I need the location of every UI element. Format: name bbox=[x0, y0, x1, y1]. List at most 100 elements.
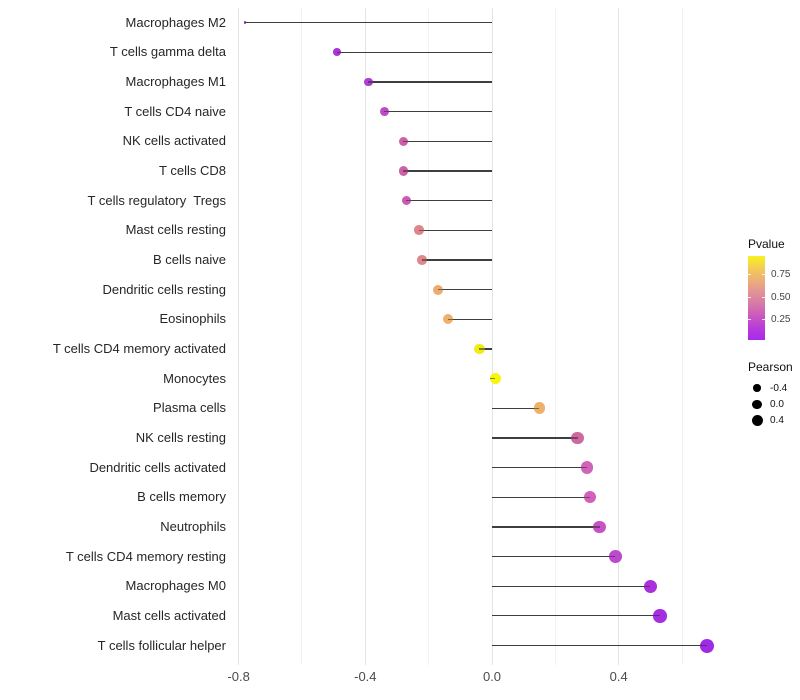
gridline-minor bbox=[681, 8, 683, 665]
data-point bbox=[583, 491, 597, 504]
data-point bbox=[243, 21, 247, 25]
data-point bbox=[401, 195, 412, 206]
y-axis-label: Mast cells resting bbox=[125, 222, 226, 238]
stem-line bbox=[406, 200, 492, 202]
stem-through-dot bbox=[571, 437, 578, 439]
stem-line bbox=[368, 81, 492, 83]
data-point bbox=[571, 431, 584, 445]
pvalue-tick-label: 0.50 bbox=[771, 291, 791, 303]
data-point bbox=[398, 166, 408, 176]
x-axis-tick-label: 0.0 bbox=[482, 669, 502, 684]
x-axis-tick-label: 0.4 bbox=[609, 669, 628, 684]
colorbar-tick bbox=[762, 319, 765, 320]
pvalue-tick-label: 0.25 bbox=[771, 314, 791, 325]
y-axis-label: B cells memory bbox=[137, 489, 226, 505]
x-axis-tick-label: -0.4 bbox=[354, 669, 377, 684]
data-point bbox=[473, 343, 485, 355]
data-point bbox=[580, 461, 594, 474]
stem-line bbox=[422, 259, 492, 261]
pvalue-colorbar bbox=[748, 256, 765, 340]
y-axis-label: NK cells resting bbox=[135, 429, 226, 445]
data-point bbox=[653, 609, 667, 623]
stem-through-dot bbox=[336, 51, 341, 53]
stem-through-dot bbox=[583, 496, 591, 498]
y-axis-label: Mast cells activated bbox=[112, 607, 226, 623]
stem-line bbox=[492, 467, 587, 469]
data-point bbox=[442, 314, 453, 325]
stem-through-dot bbox=[422, 259, 428, 261]
colorbar-tick bbox=[748, 274, 751, 275]
pearson-size-dot bbox=[752, 399, 762, 410]
stem-through-dot bbox=[700, 644, 708, 647]
stem-through-dot bbox=[438, 289, 444, 291]
stem-line bbox=[403, 140, 492, 142]
colorbar-tick bbox=[762, 296, 765, 298]
stem-line bbox=[492, 615, 660, 617]
y-axis-label: Neutrophils bbox=[160, 518, 226, 534]
y-axis-label: Eosinophils bbox=[159, 311, 227, 327]
stem-line bbox=[492, 496, 591, 498]
stem-line bbox=[419, 229, 492, 231]
stem-line bbox=[479, 348, 492, 350]
stem-line bbox=[447, 318, 492, 320]
gridline-major bbox=[364, 8, 366, 665]
stem-through-dot bbox=[419, 229, 424, 231]
y-axis-label: T cells CD4 memory resting bbox=[65, 548, 226, 564]
stem-through-dot bbox=[403, 170, 408, 172]
colorbar-tick bbox=[748, 296, 751, 298]
stem-through-dot bbox=[489, 378, 496, 380]
gridline-major bbox=[238, 8, 240, 665]
pearson-legend-title: Pearson bbox=[748, 360, 793, 374]
colorbar-tick bbox=[762, 274, 765, 275]
y-axis-label: Plasma cells bbox=[153, 400, 226, 416]
y-axis-label: Dendritic cells activated bbox=[89, 459, 226, 475]
data-point bbox=[533, 402, 546, 415]
pearson-size-label: 0.4 bbox=[770, 415, 784, 426]
stem-through-dot bbox=[403, 140, 408, 142]
stem-line bbox=[492, 407, 540, 409]
stem-line bbox=[492, 437, 578, 439]
stem-through-dot bbox=[244, 22, 247, 24]
gridline-major bbox=[618, 8, 620, 665]
pvalue-tick-label: 0.75 bbox=[771, 269, 791, 280]
gridline-minor bbox=[428, 8, 430, 665]
data-point bbox=[332, 48, 341, 57]
stem-through-dot bbox=[406, 200, 412, 202]
stem-line bbox=[492, 644, 708, 647]
data-point bbox=[643, 579, 657, 593]
stem-through-dot bbox=[609, 555, 616, 558]
stem-line bbox=[384, 111, 492, 113]
stem-line bbox=[438, 289, 492, 291]
stem-through-dot bbox=[580, 467, 587, 469]
stem-line bbox=[336, 51, 492, 53]
y-axis-label: T cells CD4 memory activated bbox=[52, 340, 226, 356]
y-axis-label: T cells CD8 bbox=[159, 163, 226, 178]
stem-through-dot bbox=[593, 526, 600, 528]
x-axis-tick-label: -0.8 bbox=[227, 669, 250, 684]
y-axis-label: Macrophages M2 bbox=[125, 14, 226, 30]
stem-through-dot bbox=[653, 615, 660, 617]
stem-line bbox=[492, 526, 600, 528]
pvalue-legend-title: Pvalue bbox=[748, 237, 785, 251]
pearson-size-dot bbox=[753, 384, 761, 392]
pearson-size-label: -0.4 bbox=[770, 382, 788, 394]
gridline-major bbox=[491, 8, 493, 665]
gridline-minor bbox=[301, 8, 303, 665]
stem-through-dot bbox=[447, 318, 453, 320]
stem-through-dot bbox=[479, 348, 485, 350]
stem-line bbox=[492, 585, 651, 587]
stem-through-dot bbox=[533, 407, 540, 409]
data-point bbox=[700, 638, 715, 653]
y-axis-label: NK cells activated bbox=[122, 133, 226, 149]
gridline-minor bbox=[554, 8, 556, 665]
y-axis-label: T cells follicular helper bbox=[97, 637, 226, 653]
stem-through-dot bbox=[368, 81, 373, 83]
stem-line bbox=[403, 170, 492, 172]
stem-through-dot bbox=[384, 111, 389, 113]
stem-line bbox=[244, 22, 492, 24]
colorbar-tick bbox=[748, 319, 751, 320]
y-axis-label: T cells regulatory Tregs bbox=[87, 192, 226, 208]
data-point bbox=[609, 550, 622, 563]
pearson-size-dot bbox=[751, 415, 763, 426]
